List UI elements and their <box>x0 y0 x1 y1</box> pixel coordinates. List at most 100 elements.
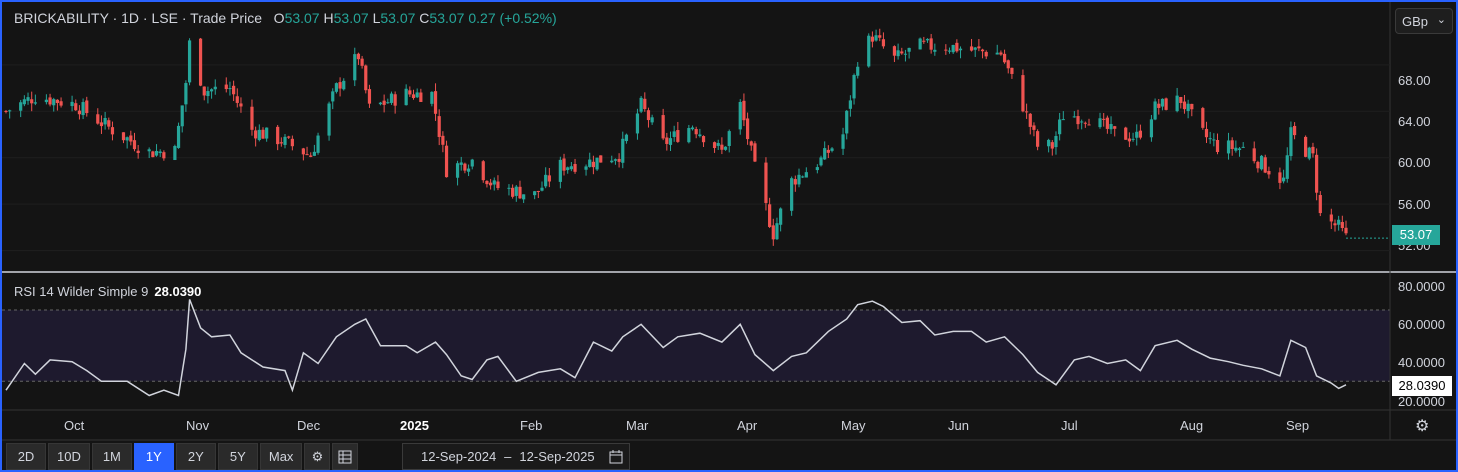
candle-body <box>132 140 137 150</box>
candle-body <box>1076 116 1080 125</box>
candle-body <box>312 151 316 156</box>
candle-body <box>1054 136 1058 148</box>
candle-body <box>867 35 871 67</box>
low-value: 53.07 <box>380 10 416 26</box>
candle-body <box>1010 67 1014 74</box>
candle-body <box>1333 223 1337 226</box>
candle-body <box>77 110 82 115</box>
x-tick-label: Oct <box>64 418 85 433</box>
candle-body <box>1259 155 1264 170</box>
candle-body <box>845 110 849 134</box>
close-value: 53.07 <box>429 10 465 26</box>
candle-body <box>367 89 372 104</box>
candle-body <box>1237 148 1242 151</box>
candle-body <box>265 127 269 139</box>
candle-body <box>922 40 926 42</box>
candle-body <box>1050 142 1054 149</box>
candle-body <box>823 148 827 160</box>
candle-body <box>720 144 724 150</box>
range-10d-button[interactable]: 10D <box>48 443 90 470</box>
candle-body <box>1208 138 1212 140</box>
candle-body <box>213 86 217 90</box>
candle-body <box>944 49 948 51</box>
candle-body <box>676 130 680 142</box>
candle-body <box>1182 101 1187 110</box>
date-range-picker[interactable]: 12-Sep-2024 – 12-Sep-2025 <box>402 443 630 470</box>
candle-body <box>878 35 882 38</box>
candle-body <box>1164 98 1168 110</box>
candle-body <box>1234 147 1238 151</box>
candle-body <box>712 142 717 149</box>
candle-body <box>455 163 460 178</box>
x-tick-label: Jul <box>1061 418 1078 433</box>
candle-body <box>305 154 309 156</box>
candle-body <box>254 130 258 139</box>
candle-body <box>1311 146 1315 154</box>
candle-body <box>261 129 265 139</box>
candle-body <box>1226 140 1231 154</box>
range-max-button[interactable]: Max <box>259 443 303 470</box>
range-1y-button[interactable]: 1Y <box>133 443 174 470</box>
gear-icon[interactable]: ⚙ <box>1415 418 1430 435</box>
candle-body <box>819 157 823 166</box>
candle-body <box>1087 124 1091 126</box>
range-2y-button[interactable]: 2Y <box>175 443 216 470</box>
candle-body <box>4 110 8 112</box>
candle-body <box>173 146 177 161</box>
candle-body <box>70 101 74 107</box>
settings-button[interactable]: ⚙ <box>304 443 331 470</box>
candle-body <box>459 162 463 165</box>
candle-body <box>1256 161 1260 169</box>
candle-body <box>856 66 860 76</box>
candle-body <box>334 83 339 92</box>
candle-body <box>1204 128 1209 138</box>
candle-body <box>331 91 335 102</box>
candle-body <box>224 84 228 90</box>
range-5y-button[interactable]: 5Y <box>217 443 258 470</box>
candle-body <box>382 100 386 105</box>
range-1m-button[interactable]: 1M <box>91 443 132 470</box>
candle-body <box>723 146 728 150</box>
candle-body <box>198 38 203 86</box>
candle-body <box>779 208 783 225</box>
candle-body <box>1315 154 1319 193</box>
candle-body <box>918 38 922 50</box>
candle-body <box>1113 126 1117 129</box>
candle-body <box>59 101 63 106</box>
candle-body <box>562 158 566 171</box>
rsi-value: 28.0390 <box>154 284 202 299</box>
candle-body <box>136 150 140 153</box>
candle-body <box>386 102 390 104</box>
x-tick-label: Nov <box>186 418 210 433</box>
candle-body <box>969 46 974 51</box>
rsi-tick: 60.0000 <box>1398 317 1445 332</box>
candle-body <box>235 96 239 103</box>
candle-body <box>621 138 625 163</box>
candle-body <box>356 53 361 60</box>
candle-body <box>507 187 511 189</box>
candle-body <box>826 149 830 153</box>
candle-body <box>1179 96 1183 103</box>
candle-body <box>389 93 394 103</box>
currency-select[interactable]: GBp ⌄ <box>1395 8 1453 34</box>
candle-body <box>980 49 985 52</box>
candle-body <box>316 135 320 153</box>
candle-body <box>1293 125 1297 136</box>
candle-body <box>698 134 702 137</box>
candle-body <box>694 129 698 135</box>
chart-header: BRICKABILITY · 1D · LSE · Trade Price O5… <box>14 10 557 26</box>
candle-body <box>1252 148 1256 162</box>
candle-body <box>209 89 214 92</box>
table-view-button[interactable] <box>332 443 359 470</box>
candle-body <box>250 106 254 130</box>
candle-body <box>1175 95 1179 112</box>
candle-body <box>1072 116 1076 118</box>
rsi-title: RSI 14 Wilder Simple 9 28.0390 <box>14 284 202 299</box>
range-2d-button[interactable]: 2D <box>6 443 46 470</box>
candle-body <box>536 190 540 192</box>
candle-body <box>26 97 30 101</box>
candle-body <box>749 141 753 146</box>
candle-body <box>74 103 78 111</box>
candle-body <box>496 181 500 189</box>
